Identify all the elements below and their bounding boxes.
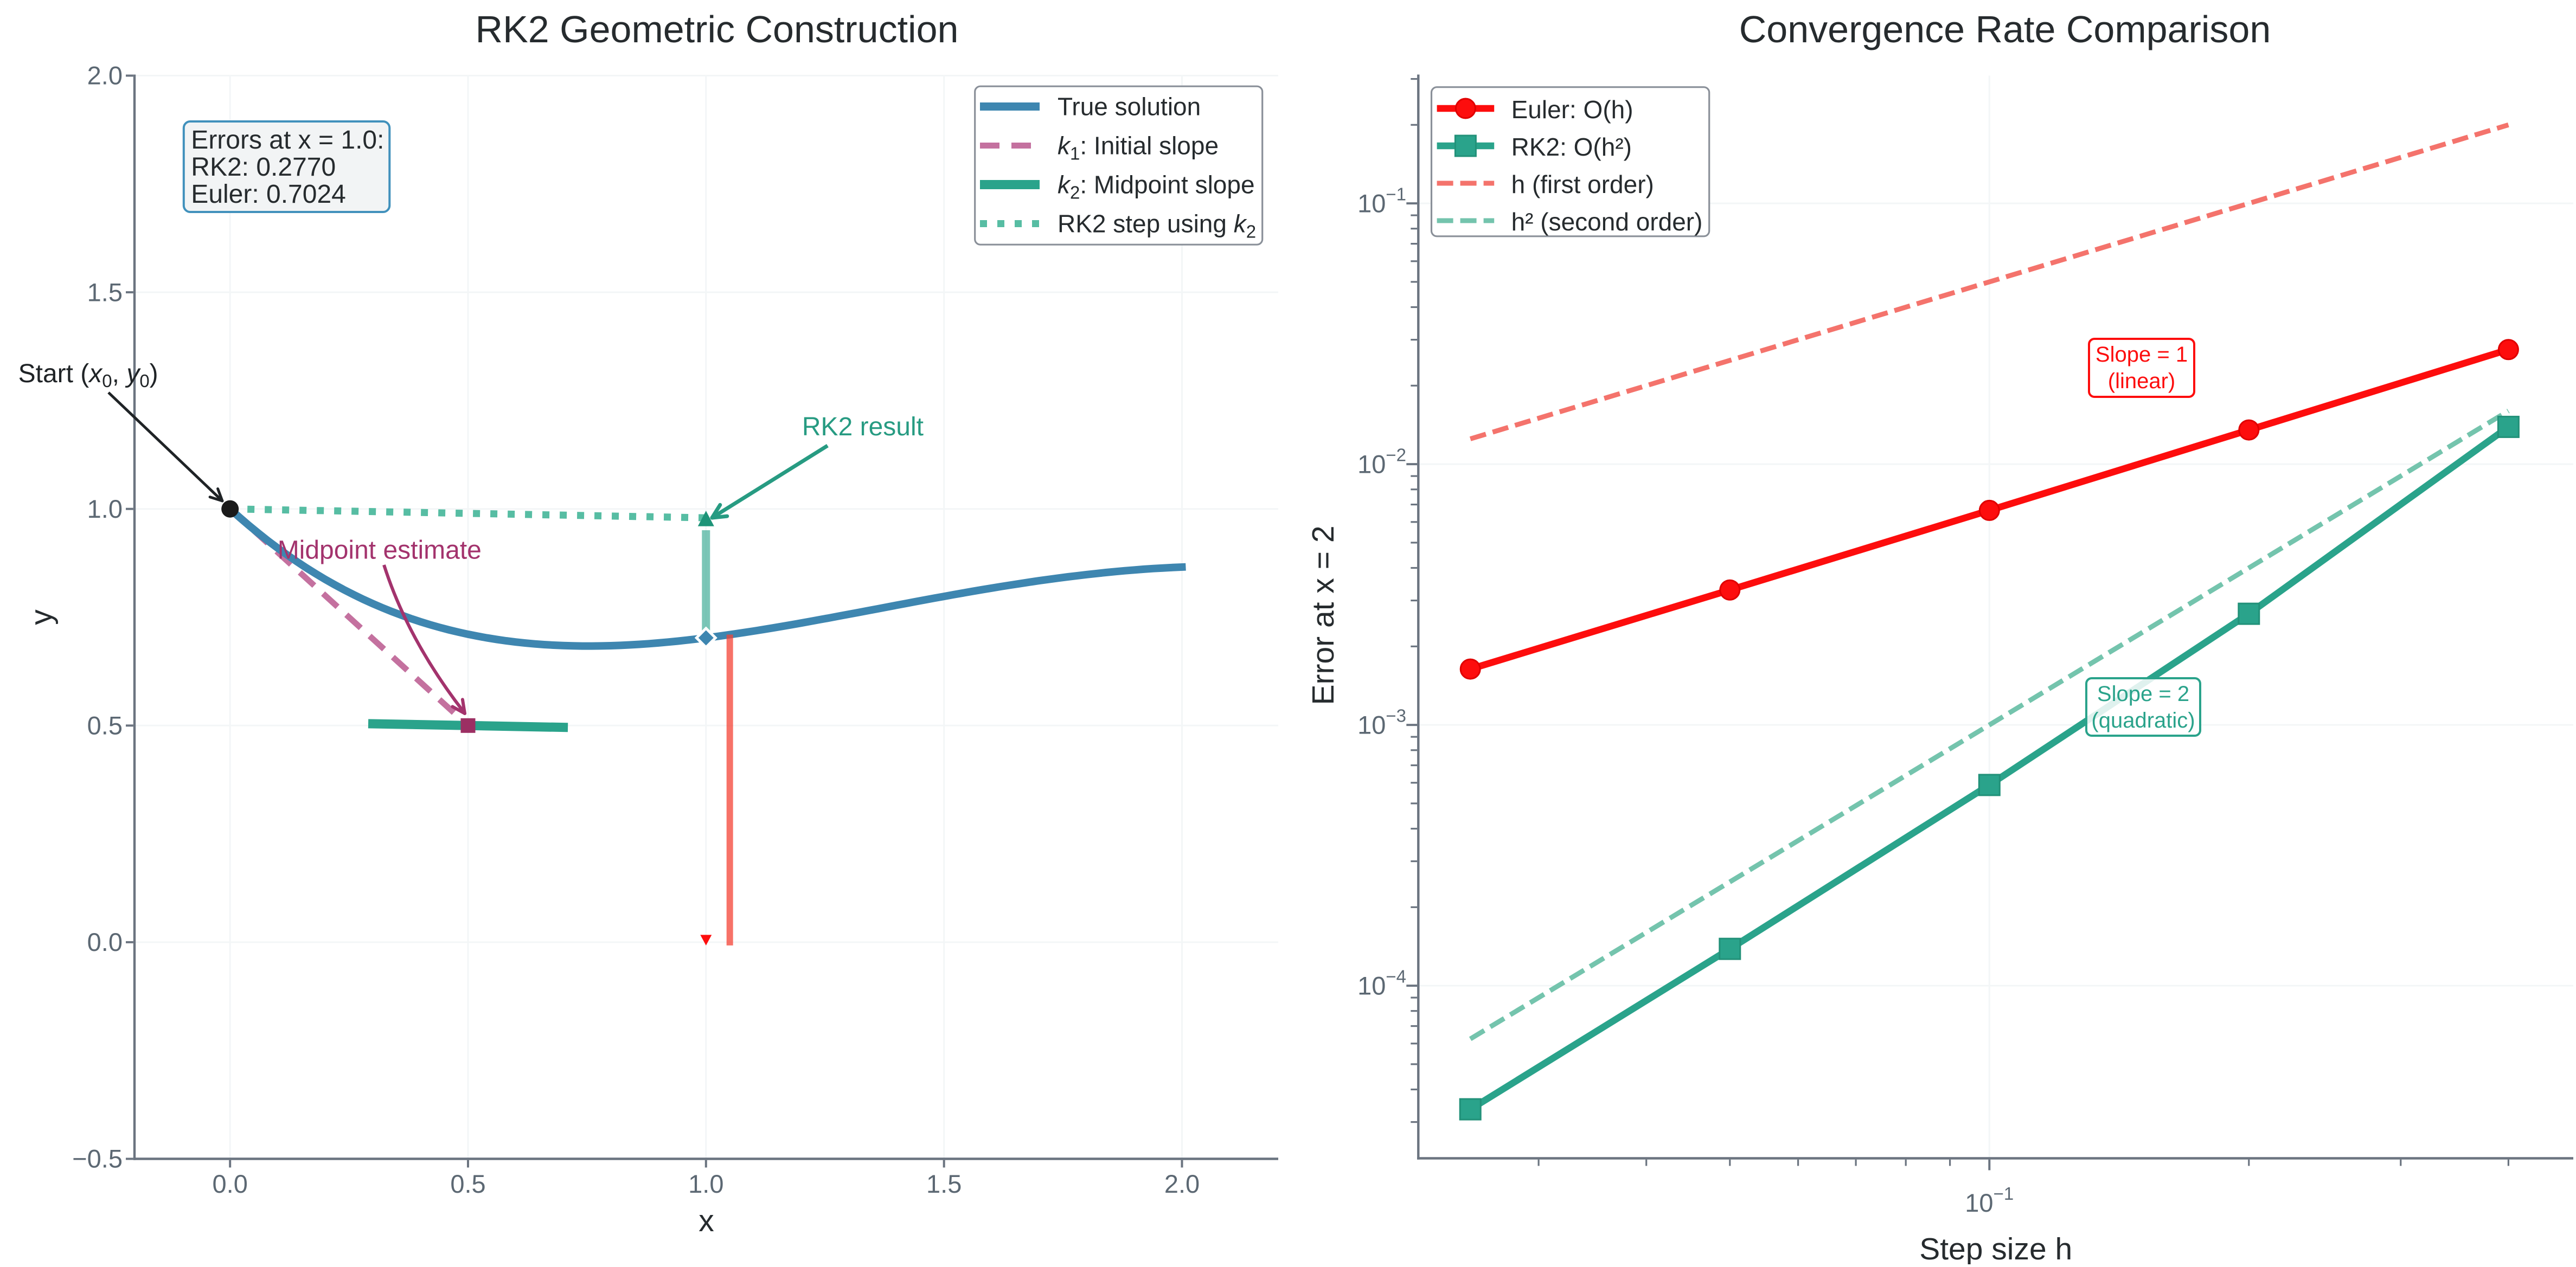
svg-text:Euler: 0.7024: Euler: 0.7024 [191,180,346,209]
svg-text:0.5: 0.5 [450,1169,485,1198]
svg-text:Step size h: Step size h [1919,1232,2072,1264]
svg-text:0.0: 0.0 [87,928,123,956]
svg-text:Convergence Rate Comparison: Convergence Rate Comparison [1739,8,2271,50]
svg-text:RK2 result: RK2 result [802,413,924,441]
svg-text:1.0: 1.0 [688,1169,723,1198]
svg-text:k1: Initial slope: k1: Initial slope [1058,132,1219,164]
svg-text:1.5: 1.5 [926,1169,962,1198]
svg-text:RK2: O(h²): RK2: O(h²) [1511,133,1632,161]
svg-text:Start (x0, y0): Start (x0, y0) [18,359,158,391]
svg-text:Euler: O(h): Euler: O(h) [1511,95,1633,124]
svg-text:RK2: 0.2770: RK2: 0.2770 [191,153,336,182]
svg-text:1.0: 1.0 [87,494,123,523]
svg-text:h² (second order): h² (second order) [1511,208,1703,236]
svg-text:(linear): (linear) [2108,369,2175,393]
svg-text:x: x [699,1204,714,1238]
svg-text:1.5: 1.5 [87,278,123,306]
svg-text:y: y [24,609,59,625]
svg-text:Slope = 1: Slope = 1 [2096,343,2188,366]
svg-text:Midpoint estimate: Midpoint estimate [278,536,482,565]
svg-text:−0.5: −0.5 [72,1144,123,1173]
svg-text:(quadratic): (quadratic) [2091,709,2195,732]
svg-text:2.0: 2.0 [1164,1169,1200,1198]
svg-text:h (first order): h (first order) [1511,170,1654,198]
svg-text:10−2: 10−2 [1357,445,1406,478]
svg-text:RK2 step using k2: RK2 step using k2 [1058,210,1256,242]
svg-text:RK2 Geometric Construction: RK2 Geometric Construction [476,8,959,50]
svg-text:10−3: 10−3 [1357,705,1406,739]
svg-text:Slope = 2: Slope = 2 [2097,682,2189,706]
svg-text:0.0: 0.0 [213,1169,248,1198]
svg-text:2.0: 2.0 [87,61,123,90]
svg-text:Error at x = 2: Error at x = 2 [1306,525,1341,705]
svg-text:True solution: True solution [1058,93,1201,121]
svg-text:Errors at x = 1.0:: Errors at x = 1.0: [191,126,384,155]
svg-text:k2: Midpoint slope: k2: Midpoint slope [1058,171,1255,203]
svg-text:0.5: 0.5 [87,711,123,740]
